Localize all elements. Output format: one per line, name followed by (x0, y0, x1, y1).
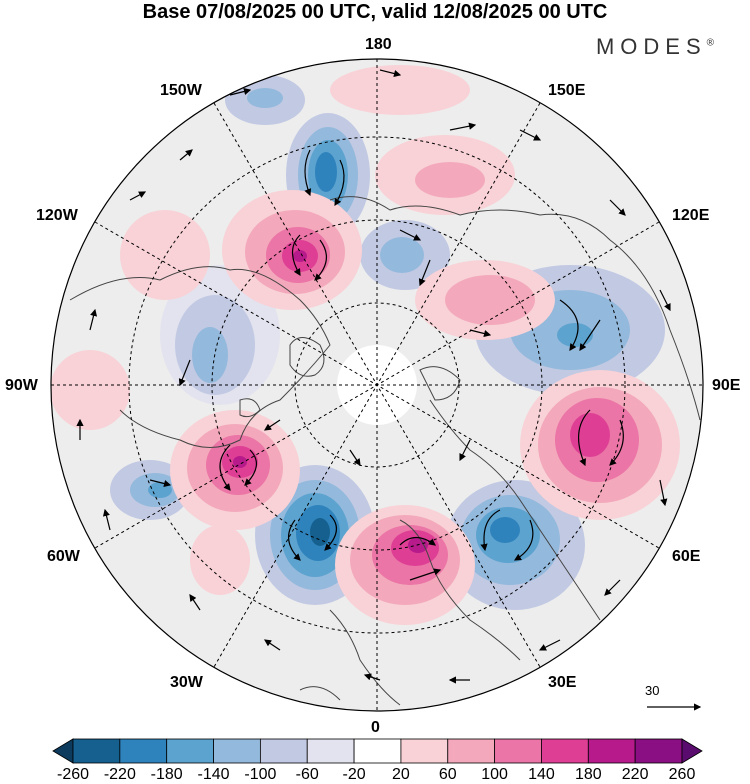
pos-anomaly-100w (51, 350, 130, 430)
colorbar-tick-label: -180 (150, 766, 183, 783)
colorbar-swatch (447, 738, 496, 764)
pos-anomaly-20e (335, 505, 475, 625)
meridians (51, 59, 703, 711)
colorbar-swatch (166, 738, 214, 764)
lon-label-180: 180 (365, 36, 392, 53)
lon-label-90w: 90W (5, 377, 38, 394)
lon-label-150e: 150E (548, 82, 586, 99)
colorbar-swatch (353, 738, 402, 764)
colorbar-swatch (72, 738, 121, 764)
colorbar-swatch (634, 738, 683, 764)
pos-anomaly-170e (330, 65, 470, 115)
colorbar-tick-label: -140 (197, 766, 230, 783)
neg-anomaly-40e (445, 480, 585, 610)
lon-label-0: 0 (371, 719, 380, 736)
wind-vectors (76, 69, 671, 684)
map-title: Base 07/08/2025 00 UTC, valid 12/08/2025… (142, 1, 608, 23)
colorbar-tick-label: -60 (295, 766, 319, 783)
colorbar-tick-label: -100 (244, 766, 277, 783)
colorbar-tick-label: -220 (103, 766, 136, 783)
colorbar-swatch (52, 738, 74, 764)
colorbar-swatch (541, 738, 589, 764)
neg-anomaly-150w (225, 75, 305, 125)
lon-label-60e: 60E (672, 548, 701, 565)
colorbar-tick-label: -20 (342, 766, 366, 783)
colorbar-tick-label: 180 (574, 766, 602, 783)
colorbar-swatch (494, 738, 542, 764)
reference-vector-label: 30 (645, 683, 660, 698)
colorbar-swatch (306, 738, 355, 764)
colorbar-tick-label: 60 (438, 766, 457, 783)
lon-label-120w: 120W (36, 207, 78, 224)
colorbar-tick-label: 100 (481, 766, 508, 783)
colorbar-swatch (213, 738, 261, 764)
neg-anomaly-100w (160, 265, 280, 405)
pos-anomaly-150e (375, 135, 515, 215)
colorbar-tick-label: 140 (528, 766, 555, 783)
lon-label-60w: 60W (47, 548, 80, 565)
pos-anomaly-10w (190, 525, 250, 595)
lon-label-120e: 120E (672, 207, 710, 224)
colorbar (52, 738, 703, 764)
colorbar-tick-label: 260 (668, 766, 696, 783)
pos-anomaly-80e (520, 370, 680, 520)
colorbar-swatch (681, 738, 703, 764)
modes-logo: MODES® (596, 34, 714, 60)
colorbar-tick-label: 20 (392, 766, 410, 783)
colorbar-tick-label: 220 (621, 766, 649, 783)
brand-text: MODES (595, 34, 707, 59)
lon-label-150w: 150W (160, 82, 202, 99)
lon-label-30e: 30E (548, 674, 577, 691)
brand-registered-mark: ® (706, 37, 714, 49)
colorbar-swatch (119, 738, 168, 764)
coastlines (69, 196, 701, 706)
colorbar-tick-label: -260 (56, 766, 90, 783)
colorbar-swatch (259, 738, 308, 764)
neg-anomaly-160e (360, 220, 450, 290)
pos-anomaly-60w (170, 410, 300, 530)
colorbar-swatch (400, 738, 449, 764)
lon-label-30w: 30W (170, 674, 203, 691)
lon-label-90e: 90E (712, 377, 741, 394)
pos-anomaly-140w (120, 210, 210, 300)
colorbar-swatch (587, 738, 636, 764)
map-boundary (50, 58, 704, 712)
pos-anomaly-130e (415, 260, 555, 340)
pos-anomaly-120w (222, 190, 362, 310)
